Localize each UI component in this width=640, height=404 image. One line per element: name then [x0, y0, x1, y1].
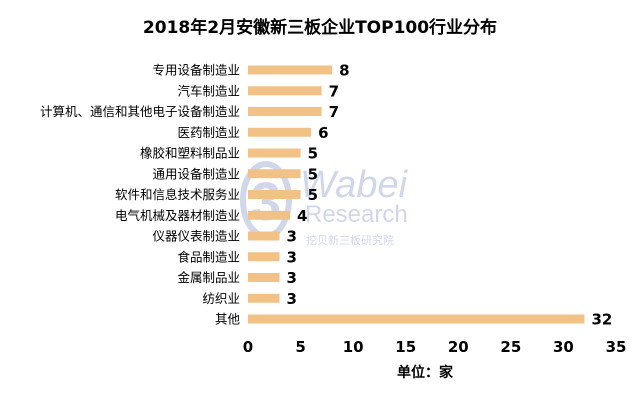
bar: [248, 273, 280, 282]
data-label: 3: [287, 248, 297, 266]
bar: [248, 65, 333, 75]
watermark-logo-glyph: 3: [251, 172, 281, 232]
data-label: 5: [308, 145, 318, 163]
bar: [248, 293, 280, 303]
wabei-research-watermark: 3 Wabei Research 挖贝新三板研究院: [240, 161, 409, 247]
chart-title: 2018年2月安徽新三板企业TOP100行业分布: [143, 17, 497, 38]
data-label: 3: [287, 269, 297, 287]
x-tick-label: 15: [395, 338, 416, 356]
bar: [248, 314, 585, 324]
data-label: 3: [287, 228, 297, 246]
category-label: 金属制品业: [177, 270, 240, 285]
category-labels: 专用设备制造业汽车制造业计算机、通信和其他电子设备制造业医药制造业橡胶和塑料制品…: [40, 63, 241, 327]
bar: [248, 127, 312, 137]
watermark-cn: 挖贝新三板研究院: [306, 233, 394, 247]
x-tick-label: 30: [553, 338, 574, 356]
data-label: 5: [308, 186, 318, 204]
data-label: 7: [329, 103, 339, 121]
category-label: 电气机械及器材制造业: [115, 208, 240, 223]
category-label: 橡胶和塑料制品业: [140, 146, 240, 161]
bar: [248, 252, 280, 262]
data-label: 6: [318, 124, 328, 142]
x-tick-label: 10: [343, 338, 364, 356]
bar: [248, 148, 301, 158]
category-label: 纺织业: [202, 291, 240, 306]
data-label: 7: [329, 82, 339, 100]
x-axis-ticks: 0 5 10 15 20 25 30 35: [243, 338, 627, 356]
x-tick-label: 20: [448, 338, 469, 356]
x-tick-label: 25: [500, 338, 521, 356]
category-label: 食品制造业: [177, 249, 240, 264]
category-label: 汽车制造业: [177, 83, 240, 98]
watermark-sub: Research: [305, 201, 408, 228]
bar: [248, 231, 280, 241]
category-label: 计算机、通信和其他电子设备制造业: [40, 104, 240, 119]
bar: [248, 190, 301, 199]
data-label: 4: [297, 207, 307, 225]
bar: [248, 86, 322, 96]
category-label: 专用设备制造业: [152, 63, 240, 78]
category-label: 仪器仪表制造业: [152, 229, 240, 244]
x-tick-label: 5: [295, 338, 305, 356]
category-label: 其他: [215, 312, 241, 327]
data-label: 32: [591, 311, 612, 329]
category-label: 软件和信息技术服务业: [115, 187, 240, 202]
bars: [248, 65, 585, 324]
bar: [248, 169, 301, 179]
watermark-brand: Wabei: [300, 164, 409, 206]
x-tick-label: 35: [606, 338, 627, 356]
category-label: 通用设备制造业: [152, 166, 240, 181]
data-label: 3: [287, 290, 297, 308]
x-tick-label: 0: [243, 338, 253, 356]
data-label: 8: [339, 62, 349, 80]
category-label: 医药制造业: [177, 125, 240, 140]
x-axis-label: 单位：家: [397, 364, 454, 381]
bar: [248, 210, 291, 220]
data-label: 5: [308, 165, 318, 183]
bar: [248, 107, 322, 116]
